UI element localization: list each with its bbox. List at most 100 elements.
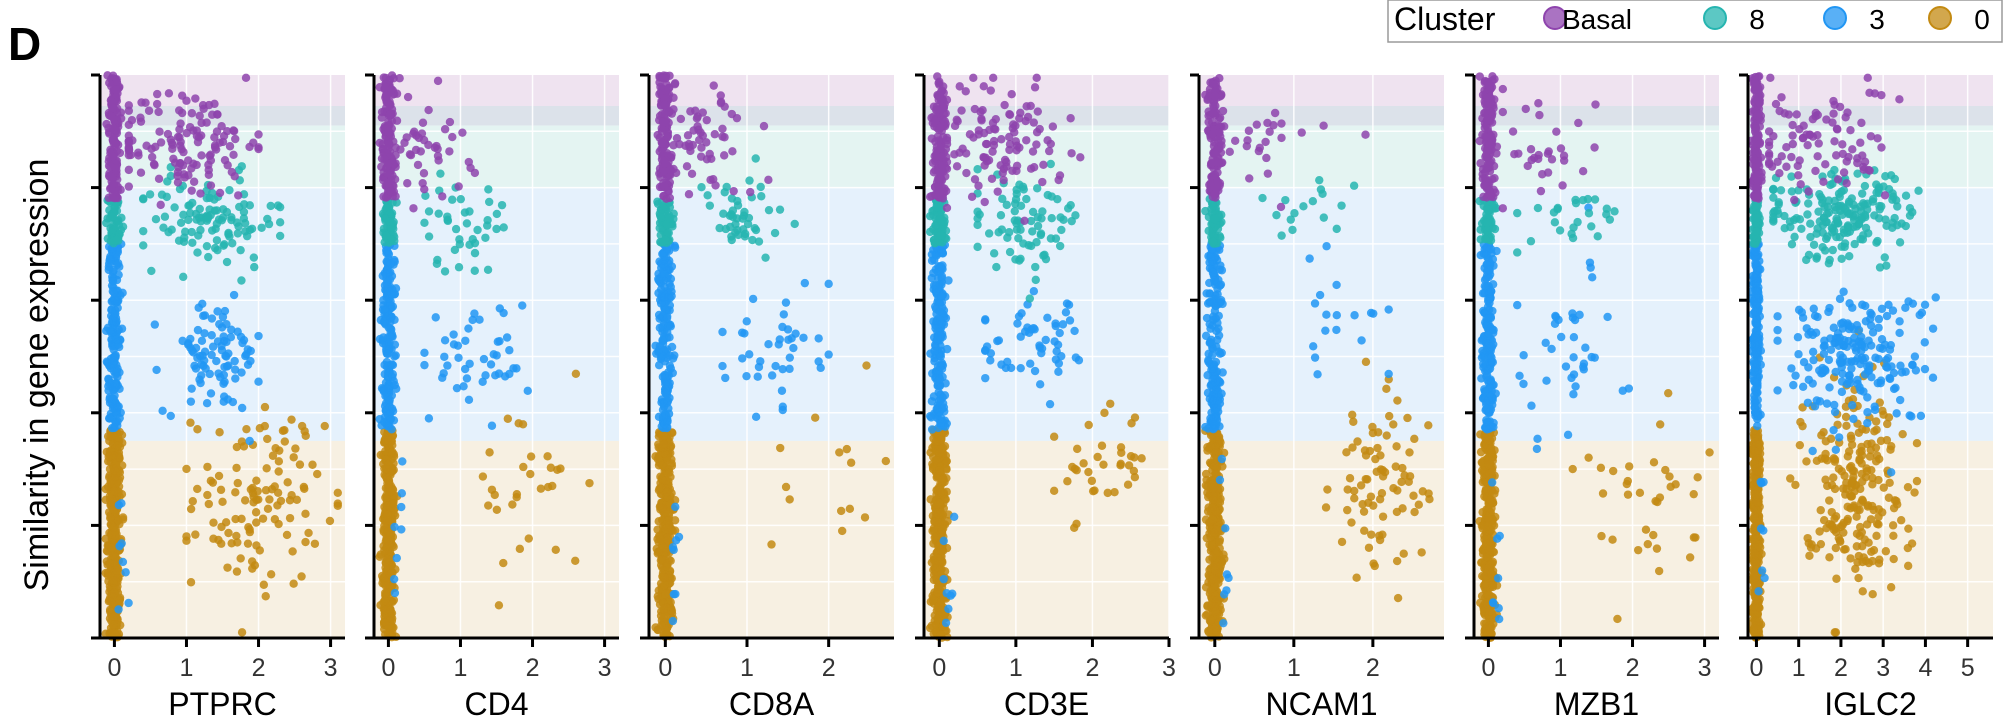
x-tick-label: 3 — [324, 654, 338, 682]
point-cluster-3 — [1201, 422, 1210, 432]
point-cluster-8 — [727, 194, 737, 203]
point-cluster-3 — [667, 342, 677, 352]
point-cluster-0 — [935, 466, 944, 475]
legend-marker — [1703, 6, 1727, 30]
point-cluster-0 — [1215, 535, 1225, 545]
point-cluster-0 — [935, 448, 944, 457]
point-cluster-0 — [107, 543, 116, 553]
point-cluster-basal — [986, 86, 995, 95]
point-cluster-3 — [779, 310, 789, 319]
point-cluster-3 — [1215, 349, 1225, 358]
point-cluster-3 — [934, 264, 944, 273]
point-cluster-0 — [109, 620, 118, 630]
point-cluster-3 — [1041, 335, 1050, 345]
point-cluster-basal — [105, 78, 114, 88]
legend: Cluster Basal 8 3 0 — [1387, 0, 2003, 43]
point-cluster-0 — [113, 441, 122, 450]
background-band — [649, 440, 894, 638]
point-cluster-8 — [117, 213, 126, 223]
point-cluster-3 — [1217, 266, 1227, 275]
point-cluster-3 — [464, 395, 474, 404]
point-cluster-basal — [424, 140, 433, 150]
point-cluster-8 — [139, 194, 148, 203]
point-cluster-basal — [967, 192, 977, 202]
point-cluster-0 — [665, 468, 674, 477]
point-cluster-3 — [385, 395, 394, 405]
point-cluster-8 — [147, 266, 156, 276]
point-cluster-8 — [1047, 192, 1056, 201]
point-cluster-basal — [104, 193, 113, 203]
point-cluster-8 — [151, 215, 161, 224]
point-cluster-8 — [1003, 233, 1012, 242]
point-cluster-8 — [187, 227, 196, 237]
point-cluster-basal — [965, 130, 975, 139]
point-cluster-basal — [454, 182, 463, 191]
point-cluster-8 — [470, 266, 479, 275]
point-cluster-basal — [206, 156, 216, 165]
point-cluster-3 — [187, 384, 196, 393]
point-cluster-basal — [720, 133, 729, 142]
point-cluster-8 — [228, 239, 237, 248]
background-band — [100, 75, 345, 106]
point-cluster-3 — [824, 350, 833, 359]
point-cluster-3 — [670, 243, 680, 252]
point-cluster-basal — [1000, 100, 1009, 110]
point-cluster-0 — [268, 451, 278, 460]
point-cluster-8 — [232, 218, 242, 227]
point-cluster-3 — [375, 334, 385, 344]
point-cluster-0 — [1216, 438, 1225, 447]
point-cluster-0 — [1399, 549, 1408, 558]
point-cluster-basal — [154, 107, 163, 117]
point-cluster-basal — [400, 138, 409, 147]
point-cluster-basal — [403, 179, 412, 188]
point-cluster-3 — [221, 351, 230, 361]
point-cluster-0 — [508, 500, 517, 509]
point-cluster-8 — [110, 204, 119, 213]
point-cluster-0 — [1049, 432, 1059, 441]
point-cluster-3 — [814, 334, 823, 343]
point-cluster-3 — [107, 328, 116, 337]
point-cluster-8 — [664, 228, 673, 238]
point-cluster-0 — [1209, 574, 1218, 584]
point-cluster-basal — [147, 152, 157, 162]
point-cluster-3 — [237, 368, 246, 377]
point-cluster-0 — [265, 495, 274, 504]
point-cluster-basal — [187, 164, 196, 173]
point-cluster-3 — [671, 589, 680, 599]
point-cluster-8 — [499, 223, 508, 232]
point-cluster-8 — [180, 233, 189, 242]
point-cluster-8 — [222, 207, 232, 217]
point-cluster-basal — [997, 135, 1006, 144]
point-cluster-0 — [518, 420, 528, 429]
point-cluster-0 — [781, 482, 791, 492]
background-band — [1199, 75, 1444, 106]
point-cluster-3 — [199, 311, 208, 321]
point-cluster-0 — [499, 558, 508, 568]
point-cluster-3 — [254, 331, 263, 341]
point-cluster-0 — [571, 556, 580, 566]
point-cluster-basal — [176, 141, 185, 150]
point-cluster-0 — [193, 425, 202, 434]
point-cluster-0 — [304, 528, 313, 538]
point-cluster-3 — [233, 327, 242, 336]
point-cluster-0 — [182, 532, 191, 541]
point-cluster-3 — [1222, 570, 1232, 579]
point-cluster-basal — [177, 91, 187, 100]
point-cluster-0 — [662, 487, 672, 497]
x-tick-label: 3 — [598, 654, 612, 682]
point-cluster-8 — [275, 202, 285, 212]
point-cluster-3 — [502, 333, 512, 342]
point-cluster-3 — [385, 402, 395, 412]
point-cluster-0 — [301, 537, 310, 547]
point-cluster-3 — [384, 249, 394, 259]
point-cluster-0 — [1353, 437, 1362, 446]
point-cluster-basal — [942, 136, 952, 145]
point-cluster-basal — [989, 140, 999, 150]
point-cluster-3 — [229, 290, 239, 300]
y-axis-label: Similarity in gene expression — [18, 159, 56, 592]
background-band — [374, 75, 619, 106]
point-cluster-basal — [655, 89, 664, 99]
point-cluster-basal — [1039, 160, 1048, 169]
point-cluster-0 — [862, 361, 871, 370]
point-cluster-3 — [1037, 348, 1046, 358]
